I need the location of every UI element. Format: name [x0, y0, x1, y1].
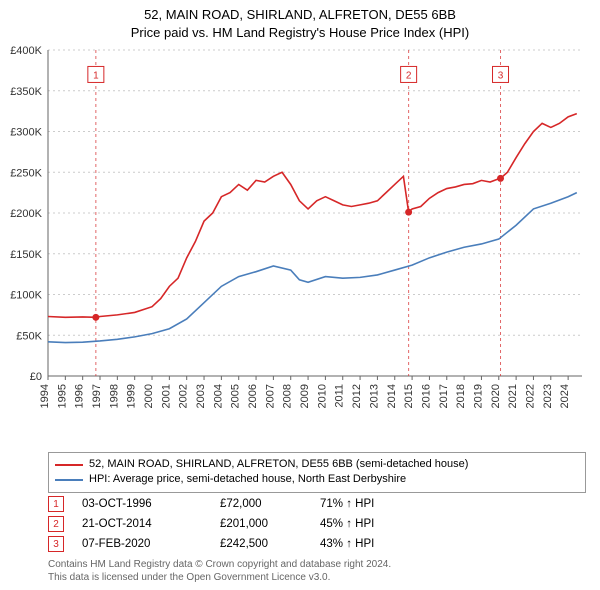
title-line-1: 52, MAIN ROAD, SHIRLAND, ALFRETON, DE55 …: [0, 6, 600, 24]
chart-container: 52, MAIN ROAD, SHIRLAND, ALFRETON, DE55 …: [0, 0, 600, 590]
table-row: 3 07-FEB-2020 £242,500 43% ↑ HPI: [48, 534, 410, 554]
svg-text:£400K: £400K: [10, 45, 42, 57]
svg-text:1996: 1996: [74, 384, 86, 408]
sale-hpi: 71% ↑ HPI: [320, 498, 410, 510]
footer-attribution: Contains HM Land Registry data © Crown c…: [48, 558, 391, 584]
sale-date: 21-OCT-2014: [82, 518, 202, 530]
svg-text:2024: 2024: [559, 384, 571, 408]
sale-marker-icon: 3: [48, 536, 64, 552]
svg-text:2012: 2012: [351, 384, 363, 408]
svg-text:2014: 2014: [386, 384, 398, 408]
legend-swatch-icon: [55, 479, 83, 481]
svg-text:£350K: £350K: [10, 86, 42, 98]
legend-item: 52, MAIN ROAD, SHIRLAND, ALFRETON, DE55 …: [55, 457, 579, 472]
svg-text:1998: 1998: [108, 384, 120, 408]
svg-text:£50K: £50K: [16, 330, 42, 342]
svg-text:£200K: £200K: [10, 208, 42, 220]
svg-text:1994: 1994: [39, 384, 51, 408]
svg-text:2003: 2003: [195, 384, 207, 408]
svg-text:£150K: £150K: [10, 249, 42, 261]
svg-text:1995: 1995: [56, 384, 68, 408]
svg-text:2020: 2020: [490, 384, 502, 408]
chart-title: 52, MAIN ROAD, SHIRLAND, ALFRETON, DE55 …: [0, 0, 600, 41]
legend-label: 52, MAIN ROAD, SHIRLAND, ALFRETON, DE55 …: [89, 457, 468, 472]
svg-text:2019: 2019: [472, 384, 484, 408]
svg-text:2023: 2023: [542, 384, 554, 408]
sale-hpi: 43% ↑ HPI: [320, 538, 410, 550]
svg-text:1997: 1997: [91, 384, 103, 408]
svg-text:£300K: £300K: [10, 127, 42, 139]
svg-text:£100K: £100K: [10, 290, 42, 302]
svg-text:2008: 2008: [282, 384, 294, 408]
svg-text:2018: 2018: [455, 384, 467, 408]
legend: 52, MAIN ROAD, SHIRLAND, ALFRETON, DE55 …: [48, 452, 586, 493]
sale-price: £242,500: [220, 538, 302, 550]
svg-text:2016: 2016: [420, 384, 432, 408]
footer-line-1: Contains HM Land Registry data © Crown c…: [48, 558, 391, 571]
svg-text:2015: 2015: [403, 384, 415, 408]
chart-svg: £0£50K£100K£150K£200K£250K£300K£350K£400…: [48, 46, 588, 416]
svg-text:2013: 2013: [368, 384, 380, 408]
svg-text:2001: 2001: [160, 384, 172, 408]
sale-marker-icon: 1: [48, 496, 64, 512]
svg-text:2007: 2007: [264, 384, 276, 408]
svg-text:2005: 2005: [230, 384, 242, 408]
title-line-2: Price paid vs. HM Land Registry's House …: [0, 24, 600, 42]
svg-text:2002: 2002: [178, 384, 190, 408]
sale-price: £201,000: [220, 518, 302, 530]
svg-text:2011: 2011: [334, 384, 346, 408]
sale-date: 03-OCT-1996: [82, 498, 202, 510]
sales-table: 1 03-OCT-1996 £72,000 71% ↑ HPI 2 21-OCT…: [48, 494, 410, 554]
legend-swatch-icon: [55, 464, 83, 466]
legend-item: HPI: Average price, semi-detached house,…: [55, 472, 579, 487]
sale-price: £72,000: [220, 498, 302, 510]
svg-text:1: 1: [93, 70, 99, 81]
sale-date: 07-FEB-2020: [82, 538, 202, 550]
svg-text:2006: 2006: [247, 384, 259, 408]
sale-marker-icon: 2: [48, 516, 64, 532]
svg-text:£0: £0: [30, 371, 42, 383]
table-row: 1 03-OCT-1996 £72,000 71% ↑ HPI: [48, 494, 410, 514]
svg-text:2021: 2021: [507, 384, 519, 408]
svg-text:£250K: £250K: [10, 167, 42, 179]
svg-text:3: 3: [498, 70, 504, 81]
svg-text:1999: 1999: [126, 384, 138, 408]
chart-plot-area: £0£50K£100K£150K£200K£250K£300K£350K£400…: [48, 46, 588, 416]
svg-text:2010: 2010: [316, 384, 328, 408]
svg-text:2000: 2000: [143, 384, 155, 408]
sale-hpi: 45% ↑ HPI: [320, 518, 410, 530]
svg-text:2009: 2009: [299, 384, 311, 408]
svg-text:2004: 2004: [212, 384, 224, 408]
legend-label: HPI: Average price, semi-detached house,…: [89, 472, 406, 487]
svg-text:2: 2: [406, 70, 412, 81]
table-row: 2 21-OCT-2014 £201,000 45% ↑ HPI: [48, 514, 410, 534]
svg-text:2017: 2017: [438, 384, 450, 408]
svg-text:2022: 2022: [524, 384, 536, 408]
footer-line-2: This data is licensed under the Open Gov…: [48, 571, 391, 584]
